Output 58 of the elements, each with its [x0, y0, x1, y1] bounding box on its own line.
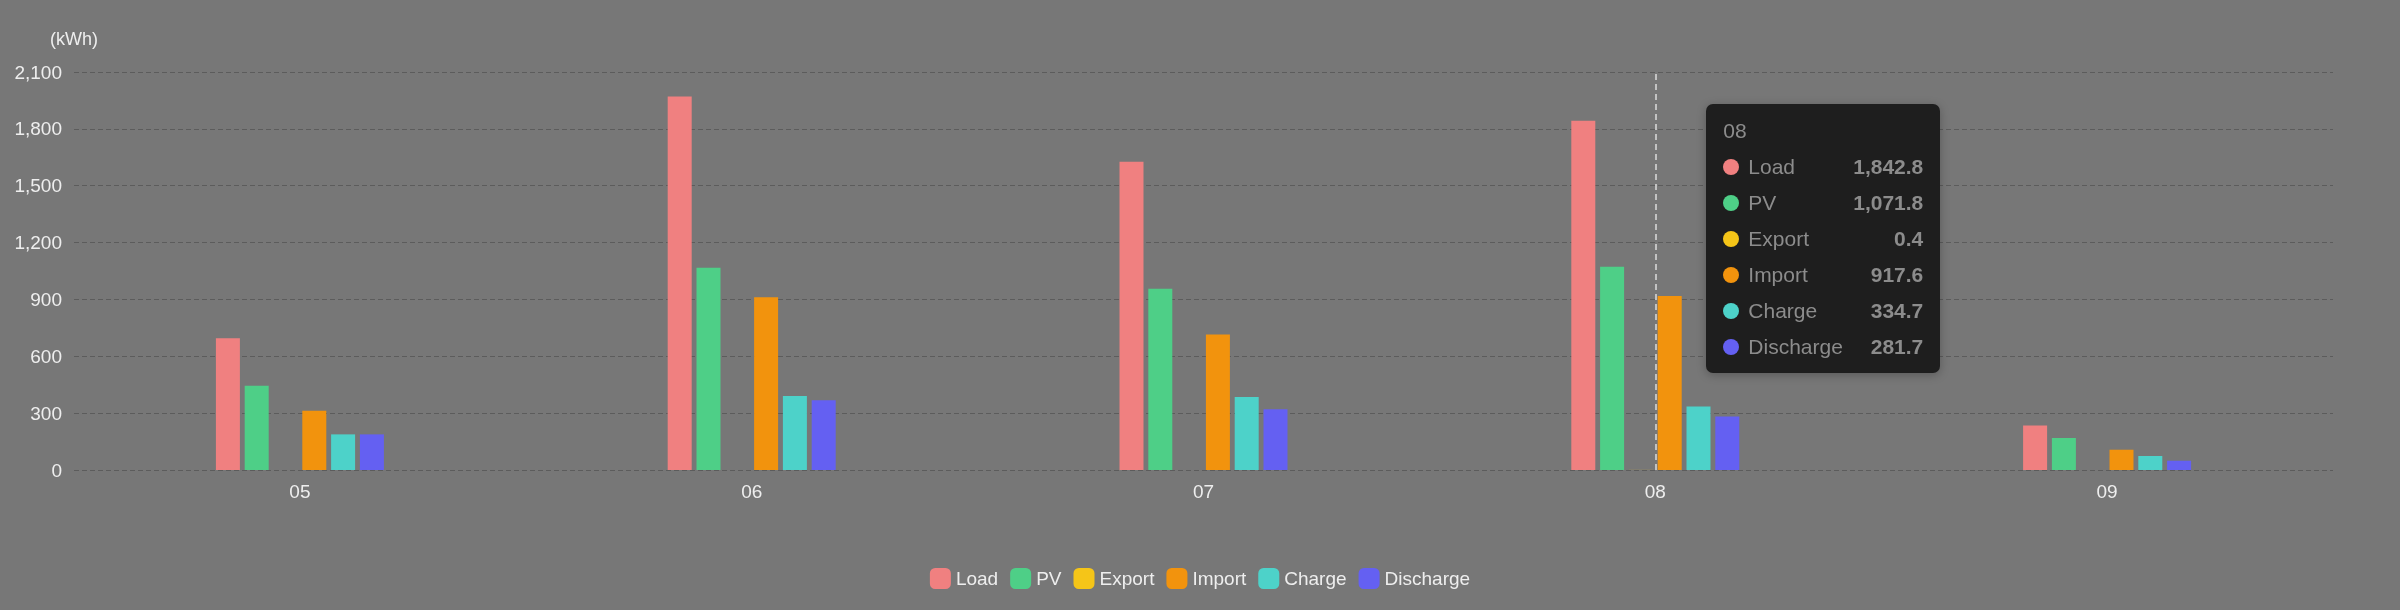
bar [215, 338, 240, 470]
bar [302, 410, 327, 470]
bar [754, 297, 779, 470]
bar [1571, 120, 1596, 470]
annotation: 281.7 [1869, 335, 1924, 359]
annotation: 0.4 [1893, 227, 1924, 251]
legend-label: Load [955, 568, 999, 589]
bar [1119, 161, 1144, 470]
bar [1600, 266, 1625, 470]
annotation: 917.6 [1869, 263, 1924, 287]
bar [2051, 437, 2076, 470]
annotation: 334.7 [1869, 299, 1924, 323]
bar [359, 434, 384, 470]
bar [2023, 425, 2048, 470]
bar [782, 396, 807, 470]
bar [2109, 449, 2134, 470]
bar [1205, 334, 1230, 470]
y-tick-label: 900 [30, 288, 62, 310]
text: 08 [1723, 119, 1747, 142]
legend-label: Charge [1284, 568, 1347, 589]
bar [1686, 406, 1711, 470]
annotation: Discharge [1748, 335, 1843, 359]
y-axis-title: (kWh) [50, 29, 98, 49]
y-tick-label: 600 [30, 345, 62, 367]
bar [667, 96, 692, 470]
x-tick-label: 05 [289, 481, 311, 502]
bar [331, 434, 356, 470]
bar [1715, 416, 1740, 470]
bar [811, 400, 836, 470]
bar [696, 267, 721, 470]
legend-label: PV [1036, 568, 1062, 589]
bar [1657, 296, 1682, 470]
annotation: Import [1748, 263, 1808, 287]
bar [1234, 397, 1259, 470]
annotation: 1,842.8 [1852, 155, 1924, 179]
annotation: PV [1748, 191, 1777, 215]
annotation: Charge [1748, 299, 1818, 323]
bar [1148, 288, 1173, 470]
x-tick-label: 06 [741, 481, 763, 502]
legend-label: Import [1192, 568, 1247, 589]
x-tick-label: 07 [1192, 481, 1215, 502]
legend-label: Export [1099, 568, 1156, 589]
y-tick-label: 300 [30, 402, 62, 424]
x-tick-label: 09 [2096, 481, 2118, 502]
annotation: 1,071.8 [1852, 191, 1924, 215]
x-tick-label: 08 [1644, 481, 1666, 502]
annotation: Load [1748, 155, 1796, 179]
y-tick-label: 1,200 [14, 232, 62, 254]
bar [244, 385, 269, 470]
bar [2138, 455, 2163, 470]
y-tick-label: 1,500 [14, 175, 62, 197]
y-tick-label: 1,800 [14, 118, 62, 140]
annotation: Export [1748, 227, 1809, 251]
legend-label: Discharge [1384, 568, 1471, 589]
y-tick-label: 2,100 [14, 61, 62, 83]
bar [1263, 409, 1288, 470]
bar [2167, 460, 2192, 470]
y-tick-label: 0 [51, 459, 62, 481]
